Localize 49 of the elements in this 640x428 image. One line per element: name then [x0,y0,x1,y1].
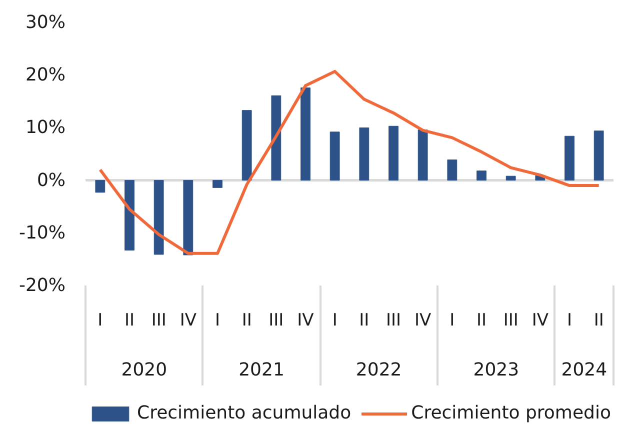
bar [418,130,428,181]
bar [564,136,574,181]
y-tick-label: -20% [18,275,66,296]
category-label: II [476,310,487,330]
category-label: I [332,310,338,330]
category-label: II [594,310,604,330]
legend-label: Crecimiento acumulado [137,402,352,424]
bar [594,130,604,181]
category-label: III [386,310,402,330]
y-tick-label: 20% [25,64,66,86]
category-label: I [566,310,572,330]
bar [95,180,106,193]
line-series [98,70,600,255]
bar [154,180,164,255]
category-label: III [268,310,284,330]
bar [242,110,252,181]
bar [300,87,310,181]
bar [183,180,194,256]
bar [212,180,222,188]
category-label: IV [532,310,548,330]
category-label: 2020 [121,360,168,380]
bar [388,126,398,181]
category-label: II [124,310,135,330]
bar [476,170,486,181]
category-label: III [503,310,518,330]
category-label: I [214,310,220,330]
y-tick-label: 30% [25,12,66,33]
category-label: I [450,310,455,330]
category-label: II [242,310,252,330]
category-label: III [151,310,166,330]
bar [506,176,516,181]
y-tick-label: -10% [18,222,66,244]
y-tick-label: 10% [25,117,66,138]
category-label: 2024 [561,360,608,380]
category-label: IV [180,310,196,330]
category-label: IV [297,310,314,330]
bar [359,127,370,181]
category-label: IV [414,310,432,330]
category-label: II [359,310,370,330]
category-label: 2023 [473,360,520,380]
category-label: 2022 [356,360,402,380]
legend-label: Crecimiento promedio [411,402,611,424]
category-label: 2021 [238,360,284,380]
y-tick-label: 0% [36,170,66,191]
bar [124,180,134,251]
category-label: I [98,310,103,330]
bar [447,160,458,181]
bar [330,132,340,181]
bar [271,95,282,181]
